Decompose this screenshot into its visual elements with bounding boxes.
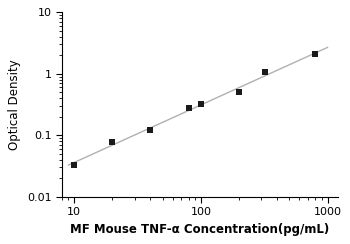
Y-axis label: Optical Density: Optical Density [8,59,21,150]
Point [198,102,204,106]
Point [262,71,268,74]
Point [236,90,242,94]
Point [71,163,77,167]
Point [186,106,191,110]
Point [313,52,318,56]
X-axis label: MF Mouse TNF-α Concentration(pg/mL): MF Mouse TNF-α Concentration(pg/mL) [70,223,329,236]
Point [110,140,115,143]
Point [148,128,153,132]
